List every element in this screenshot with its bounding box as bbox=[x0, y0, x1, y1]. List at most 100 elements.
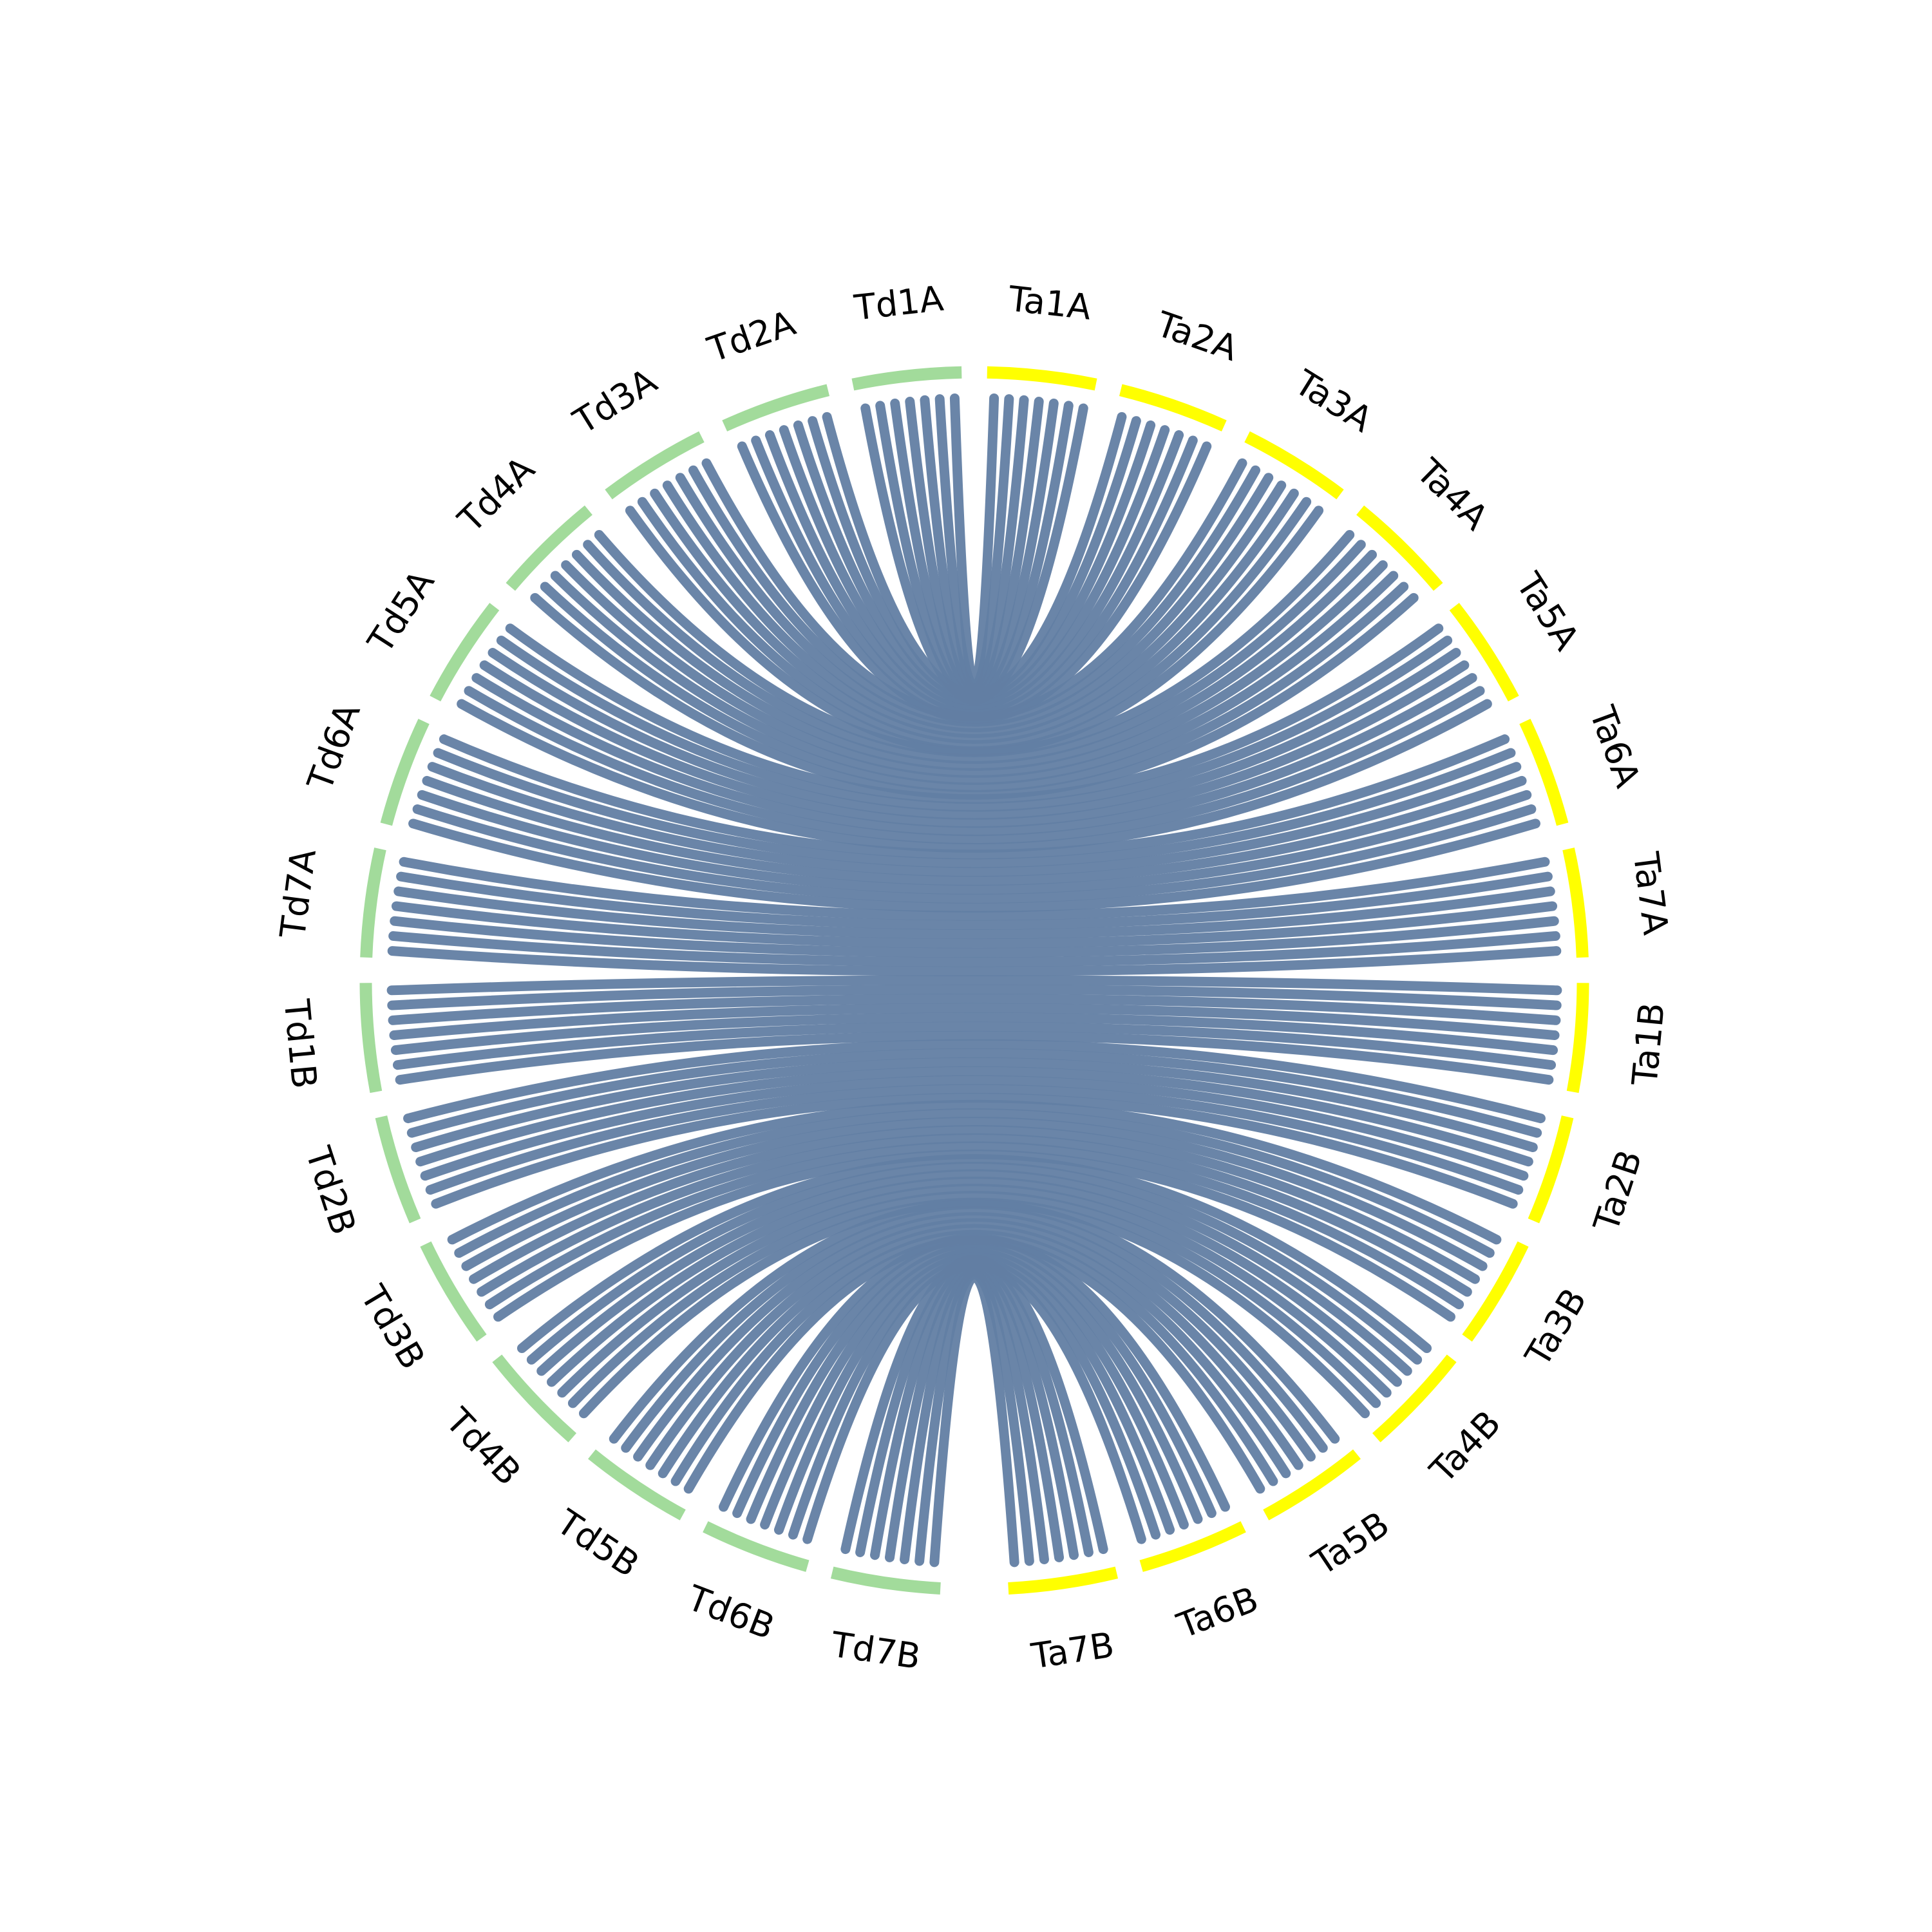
link bbox=[420, 1075, 1529, 1181]
chromosome-label: Td4A bbox=[450, 449, 543, 541]
chromosome-label: Ta3A bbox=[1287, 362, 1379, 440]
link bbox=[393, 886, 1555, 940]
chromosome-segment bbox=[1519, 719, 1569, 826]
chromosome-segment bbox=[1119, 384, 1227, 431]
link bbox=[390, 1012, 1558, 1056]
chromosome-segment bbox=[722, 384, 830, 431]
chromosome-segment bbox=[703, 1521, 810, 1572]
link bbox=[479, 660, 1470, 828]
link bbox=[484, 1141, 1464, 1310]
link bbox=[395, 1030, 1554, 1085]
link bbox=[390, 916, 1559, 958]
chromosome-label: Ta2A bbox=[1151, 303, 1243, 369]
chromosome-label: Ta5B bbox=[1305, 1504, 1397, 1584]
chromosome-segment bbox=[1462, 1241, 1529, 1342]
link bbox=[471, 673, 1477, 837]
link bbox=[561, 560, 1388, 778]
link bbox=[386, 975, 1562, 996]
link bbox=[609, 1199, 1340, 1444]
link bbox=[645, 1218, 1303, 1470]
chromosome-label: Ta4B bbox=[1422, 1403, 1509, 1491]
chromosome-label: Td1B bbox=[276, 997, 325, 1090]
link bbox=[571, 549, 1378, 771]
link bbox=[431, 1093, 1518, 1209]
chromosome-label: Ta2B bbox=[1586, 1145, 1650, 1237]
chromosome-segment bbox=[1372, 1354, 1457, 1443]
link bbox=[396, 871, 1553, 930]
link bbox=[488, 648, 1461, 820]
chromosome-segment bbox=[375, 1115, 421, 1224]
chromosome-label: Td7B bbox=[828, 1624, 923, 1678]
link bbox=[388, 931, 1560, 967]
chromosome-segment bbox=[1139, 1521, 1246, 1572]
chromosome-label: Td6A bbox=[299, 698, 368, 797]
link bbox=[675, 473, 1274, 732]
link bbox=[387, 984, 1562, 1010]
link bbox=[583, 540, 1366, 764]
link bbox=[621, 1206, 1328, 1453]
link bbox=[557, 1184, 1392, 1398]
chromosome-segment bbox=[1008, 1566, 1119, 1595]
link bbox=[701, 458, 1247, 721]
chromosome-segment bbox=[430, 603, 500, 702]
link bbox=[387, 946, 1562, 976]
link bbox=[637, 497, 1312, 750]
chromosome-label: Ta3B bbox=[1517, 1282, 1595, 1374]
link bbox=[399, 857, 1550, 921]
link bbox=[550, 571, 1399, 785]
link bbox=[425, 1084, 1524, 1195]
chromosome-segment bbox=[830, 1566, 941, 1595]
link bbox=[650, 488, 1299, 744]
chromosome-label: Ta7A bbox=[1625, 849, 1676, 937]
link bbox=[658, 1224, 1291, 1479]
link bbox=[408, 819, 1540, 913]
link bbox=[567, 1191, 1381, 1408]
chromosome-segment bbox=[506, 505, 592, 591]
chromosome-segment bbox=[851, 366, 962, 391]
link bbox=[388, 994, 1561, 1025]
link bbox=[417, 790, 1532, 895]
link bbox=[662, 480, 1287, 738]
chromosome-segment bbox=[1562, 848, 1589, 958]
link bbox=[464, 686, 1485, 845]
link bbox=[469, 1125, 1480, 1284]
chromosome-segment bbox=[1528, 1115, 1574, 1224]
link bbox=[688, 465, 1261, 727]
chromosome-segment bbox=[380, 719, 430, 826]
link bbox=[427, 762, 1522, 877]
chromosome-label: Ta5A bbox=[1508, 565, 1587, 658]
link bbox=[540, 582, 1409, 793]
link bbox=[457, 699, 1492, 853]
chromosome-label: Ta4A bbox=[1408, 451, 1497, 538]
chromosome-label: Td4B bbox=[437, 1400, 529, 1493]
chromosome-segment bbox=[987, 366, 1097, 391]
chromosome-label: Td6B bbox=[681, 1577, 780, 1647]
link bbox=[403, 1039, 1546, 1124]
link bbox=[505, 623, 1444, 804]
chromosome-segment bbox=[588, 1449, 686, 1520]
link bbox=[422, 775, 1527, 886]
chromosome-segment bbox=[1263, 1449, 1361, 1520]
chromosome-label: Td3A bbox=[566, 361, 664, 442]
chromosome-label: Ta6B bbox=[1171, 1578, 1264, 1646]
link bbox=[461, 1117, 1488, 1271]
chromosome-label: Td2B bbox=[298, 1141, 364, 1239]
link bbox=[447, 1099, 1502, 1245]
link bbox=[633, 1212, 1316, 1462]
link bbox=[412, 804, 1537, 904]
chromosome-label: Td1A bbox=[851, 278, 945, 328]
chromosome-label: Td2A bbox=[702, 303, 800, 370]
link bbox=[477, 1133, 1472, 1297]
chromosome-segment bbox=[1244, 431, 1344, 500]
chromosome-label: Td5A bbox=[359, 563, 442, 660]
chromosome-label: Td5B bbox=[549, 1501, 646, 1585]
link bbox=[929, 1272, 1019, 1567]
chromosome-label: Td7A bbox=[272, 847, 324, 942]
link bbox=[391, 901, 1558, 949]
chromosome-segment bbox=[1566, 983, 1589, 1094]
chromosome-label: Ta6A bbox=[1582, 701, 1649, 793]
chromosome-segment bbox=[359, 983, 383, 1094]
link bbox=[439, 734, 1510, 860]
link bbox=[496, 635, 1453, 812]
